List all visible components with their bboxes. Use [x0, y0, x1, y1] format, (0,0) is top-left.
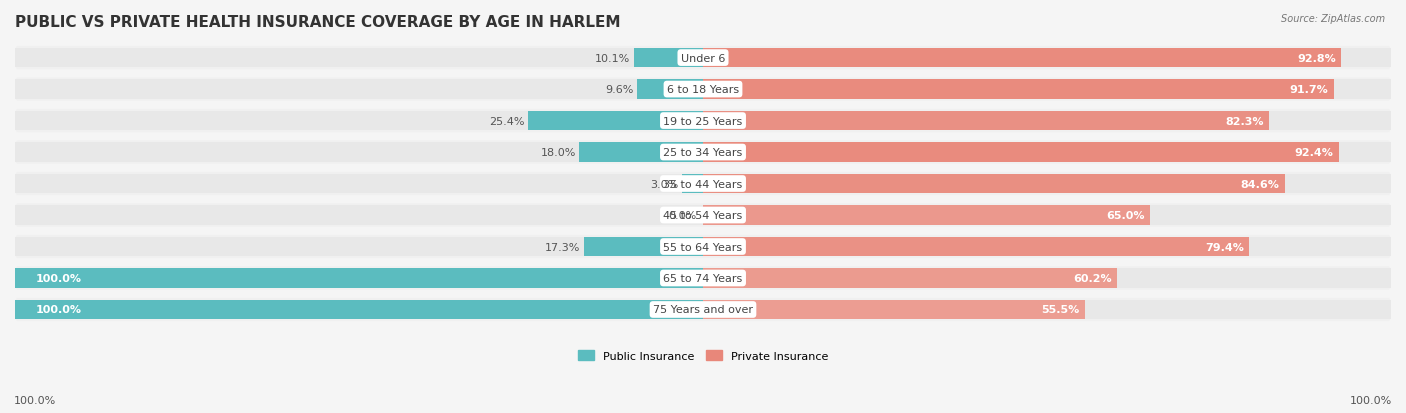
Text: 0.0%: 0.0%	[668, 211, 696, 221]
Text: 82.3%: 82.3%	[1225, 116, 1264, 126]
Bar	[703, 174, 1285, 194]
Text: Source: ZipAtlas.com: Source: ZipAtlas.com	[1281, 14, 1385, 24]
Bar	[703, 300, 1391, 320]
Text: 100.0%: 100.0%	[35, 273, 82, 283]
Text: 25 to 34 Years: 25 to 34 Years	[664, 148, 742, 158]
Text: 35 to 44 Years: 35 to 44 Years	[664, 179, 742, 189]
Bar	[703, 206, 1150, 225]
Text: 10.1%: 10.1%	[595, 53, 630, 64]
Bar	[703, 206, 1391, 225]
Bar	[583, 237, 703, 256]
FancyBboxPatch shape	[15, 267, 1391, 290]
Bar	[15, 80, 703, 100]
Bar	[703, 80, 1391, 100]
Bar	[703, 143, 1339, 162]
Bar	[15, 300, 703, 320]
FancyBboxPatch shape	[15, 235, 1391, 259]
Text: 92.8%: 92.8%	[1298, 53, 1336, 64]
Bar	[15, 206, 703, 225]
Bar	[15, 237, 703, 256]
FancyBboxPatch shape	[15, 204, 1391, 227]
FancyBboxPatch shape	[15, 109, 1391, 133]
Text: 100.0%: 100.0%	[1350, 395, 1392, 405]
Bar	[15, 143, 703, 162]
Bar	[15, 268, 703, 288]
FancyBboxPatch shape	[15, 47, 1391, 70]
Text: 92.4%: 92.4%	[1295, 148, 1333, 158]
Bar	[15, 49, 703, 68]
Bar	[703, 300, 1085, 320]
Text: 55 to 64 Years: 55 to 64 Years	[664, 242, 742, 252]
Bar	[15, 174, 703, 194]
Bar	[703, 268, 1118, 288]
Bar	[703, 49, 1391, 68]
Bar	[703, 237, 1250, 256]
Text: 55.5%: 55.5%	[1040, 305, 1080, 315]
Bar	[703, 112, 1270, 131]
Bar	[529, 112, 703, 131]
Bar	[703, 143, 1391, 162]
FancyBboxPatch shape	[15, 173, 1391, 196]
Text: 45 to 54 Years: 45 to 54 Years	[664, 211, 742, 221]
Text: 19 to 25 Years: 19 to 25 Years	[664, 116, 742, 126]
Text: 60.2%: 60.2%	[1073, 273, 1112, 283]
FancyBboxPatch shape	[15, 298, 1391, 321]
Text: 18.0%: 18.0%	[540, 148, 575, 158]
Text: PUBLIC VS PRIVATE HEALTH INSURANCE COVERAGE BY AGE IN HARLEM: PUBLIC VS PRIVATE HEALTH INSURANCE COVER…	[15, 15, 620, 30]
Bar	[15, 112, 703, 131]
Text: 65.0%: 65.0%	[1107, 211, 1144, 221]
Bar	[703, 237, 1391, 256]
Bar	[682, 174, 703, 194]
Bar	[703, 49, 1341, 68]
Text: 75 Years and over: 75 Years and over	[652, 305, 754, 315]
Bar	[703, 268, 1391, 288]
Text: 100.0%: 100.0%	[14, 395, 56, 405]
Text: 9.6%: 9.6%	[605, 85, 634, 95]
Text: 25.4%: 25.4%	[489, 116, 524, 126]
Bar	[634, 49, 703, 68]
Bar	[703, 112, 1391, 131]
Text: 17.3%: 17.3%	[546, 242, 581, 252]
Text: 84.6%: 84.6%	[1240, 179, 1279, 189]
Text: 3.0%: 3.0%	[651, 179, 679, 189]
Text: 79.4%: 79.4%	[1205, 242, 1244, 252]
FancyBboxPatch shape	[15, 78, 1391, 102]
Text: 6 to 18 Years: 6 to 18 Years	[666, 85, 740, 95]
Bar	[637, 80, 703, 100]
Bar	[703, 174, 1391, 194]
Bar	[703, 80, 1334, 100]
FancyBboxPatch shape	[15, 141, 1391, 164]
Bar	[15, 300, 703, 320]
Legend: Public Insurance, Private Insurance: Public Insurance, Private Insurance	[574, 346, 832, 366]
Bar	[15, 268, 703, 288]
Text: Under 6: Under 6	[681, 53, 725, 64]
Text: 91.7%: 91.7%	[1289, 85, 1329, 95]
Text: 100.0%: 100.0%	[35, 305, 82, 315]
Text: 65 to 74 Years: 65 to 74 Years	[664, 273, 742, 283]
Bar	[579, 143, 703, 162]
